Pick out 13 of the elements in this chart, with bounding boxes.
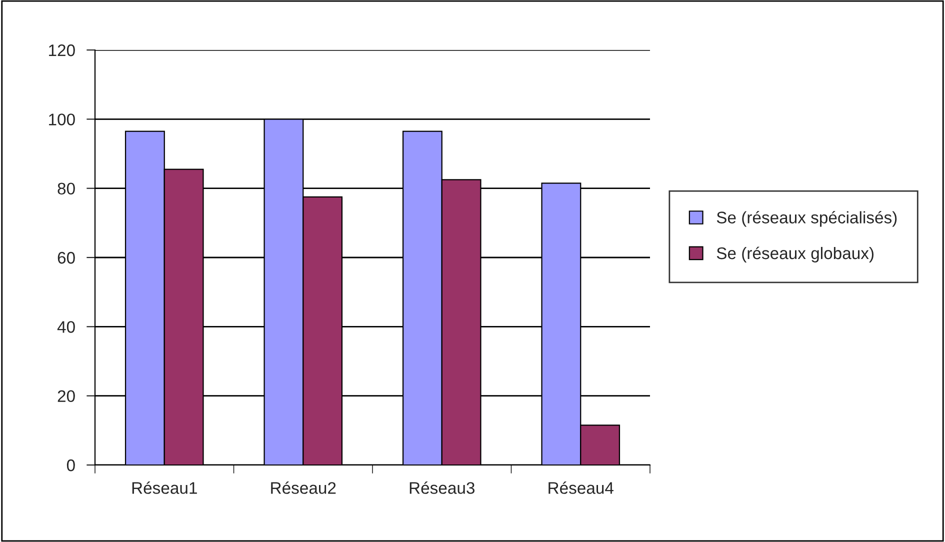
y-tick-label: 100 (49, 114, 75, 126)
legend-label: Se (réseaux spécialisés) (716, 211, 897, 227)
x-tick-label: Réseau1 (132, 481, 197, 494)
y-tick-label: 0 (66, 459, 75, 472)
x-tick-label: Réseau2 (271, 481, 336, 494)
legend-label: Se (réseaux globaux) (716, 246, 874, 262)
x-tick-label: Réseau4 (548, 481, 614, 494)
y-tick-label: 60 (58, 252, 75, 264)
x-tick-label: Réseau3 (410, 481, 474, 494)
y-tick-label: 40 (57, 321, 75, 333)
y-tick-label: 80 (58, 182, 75, 195)
y-tick-label: 120 (49, 44, 75, 56)
y-tick-label: 20 (58, 390, 75, 402)
